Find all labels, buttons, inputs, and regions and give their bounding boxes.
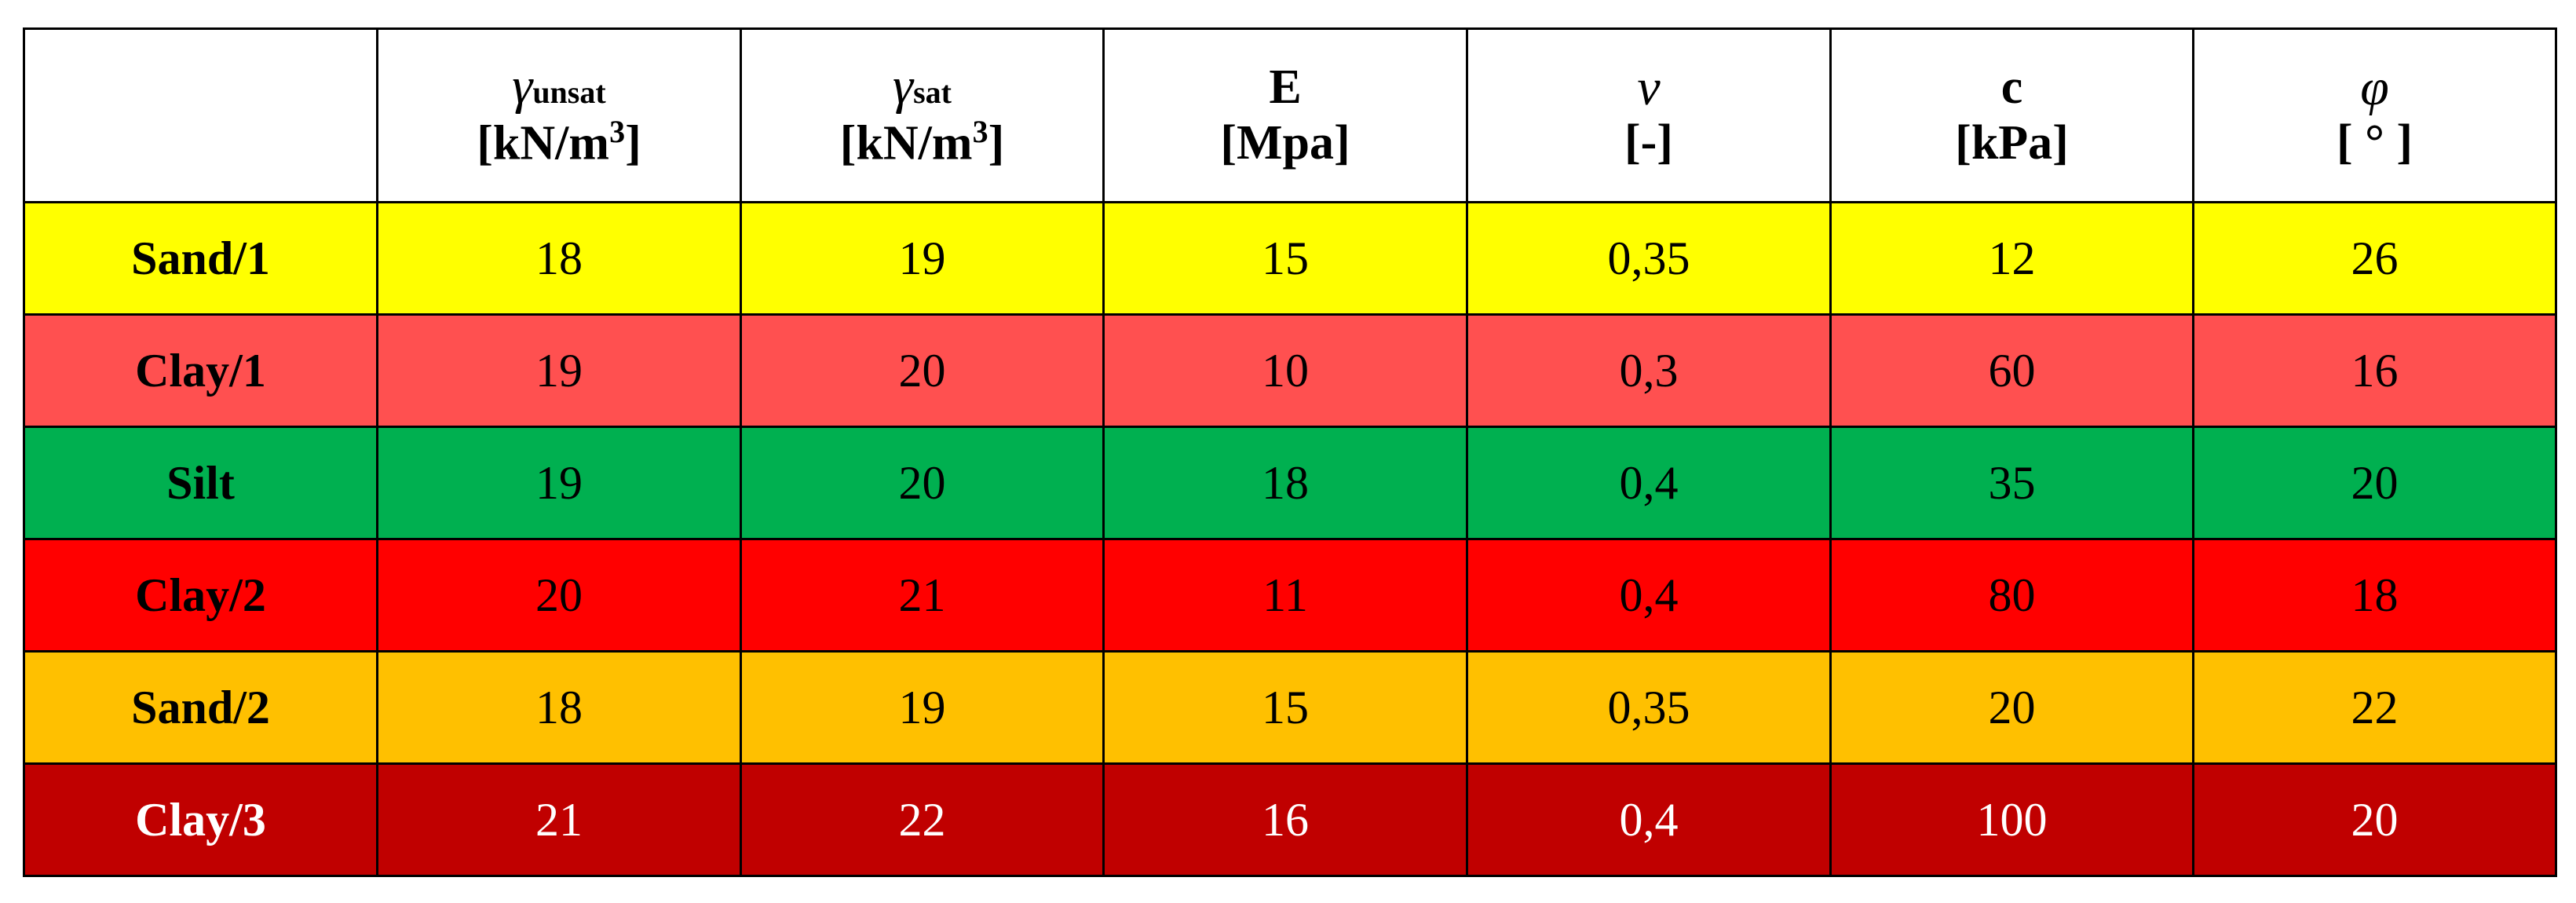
header-gamma-sat: γsat [kN/m3]: [740, 27, 1105, 203]
poisson-symbol: ν: [1637, 58, 1661, 116]
table-row: Clay/2 20 21 11 0,4 80 18: [23, 538, 2557, 653]
value-cell: 18: [376, 201, 742, 316]
poisson-unit: [-]: [1624, 115, 1673, 169]
header-poisson: ν [-]: [1466, 27, 1832, 203]
header-gamma-unsat: γunsat [kN/m3]: [376, 27, 742, 203]
value-cell: 12: [1829, 201, 2194, 316]
value-cell: 20: [740, 313, 1105, 428]
friction-angle-unit: [ ° ]: [2336, 115, 2413, 169]
cohesion-unit: [kPa]: [1955, 116, 2069, 170]
cohesion-symbol: c: [2001, 60, 2023, 114]
value-cell: 21: [740, 538, 1105, 653]
value-cell: 26: [2192, 201, 2557, 316]
table-row: Silt 19 20 18 0,4 35 20: [23, 426, 2557, 540]
value-cell: 22: [740, 762, 1105, 877]
soil-name-cell: Clay/1: [23, 313, 378, 428]
header-friction-angle: φ [ ° ]: [2192, 27, 2557, 203]
header-cohesion: c [kPa]: [1829, 27, 2194, 203]
value-cell: 15: [1102, 201, 1468, 316]
soil-name-cell: Sand/2: [23, 650, 378, 765]
value-cell: 18: [376, 650, 742, 765]
soil-parameters-table: γunsat [kN/m3] γsat [kN/m3] E [Mpa] ν [-…: [23, 27, 2557, 877]
soil-name-cell: Clay/3: [23, 762, 378, 877]
gamma-unsat-symbol: γunsat: [512, 57, 606, 115]
value-cell: 20: [1829, 650, 2194, 765]
value-cell: 19: [740, 650, 1105, 765]
gamma-sat-unit: [kN/m3]: [839, 113, 1005, 170]
value-cell: 0,3: [1466, 313, 1832, 428]
table-row: Clay/1 19 20 10 0,3 60 16: [23, 313, 2557, 428]
table-body: Sand/1 18 19 15 0,35 12 26 Clay/1 19 20 10 0,3 60 16 S…: [23, 201, 2557, 877]
value-cell: 16: [2192, 313, 2557, 428]
value-cell: 20: [2192, 762, 2557, 877]
value-cell: 60: [1829, 313, 2194, 428]
value-cell: 22: [2192, 650, 2557, 765]
value-cell: 0,4: [1466, 538, 1832, 653]
friction-angle-symbol: φ: [2360, 58, 2389, 116]
value-cell: 20: [376, 538, 742, 653]
e-modulus-symbol: E: [1269, 60, 1302, 114]
gamma-sat-symbol: γsat: [893, 57, 952, 115]
value-cell: 16: [1102, 762, 1468, 877]
value-cell: 20: [2192, 426, 2557, 540]
value-cell: 10: [1102, 313, 1468, 428]
soil-name-cell: Clay/2: [23, 538, 378, 653]
soil-name-cell: Silt: [23, 426, 378, 540]
value-cell: 80: [1829, 538, 2194, 653]
value-cell: 35: [1829, 426, 2194, 540]
e-modulus-unit: [Mpa]: [1220, 116, 1350, 170]
table-row: Sand/1 18 19 15 0,35 12 26: [23, 201, 2557, 316]
value-cell: 19: [740, 201, 1105, 316]
value-cell: 0,35: [1466, 650, 1832, 765]
value-cell: 0,4: [1466, 426, 1832, 540]
value-cell: 0,35: [1466, 201, 1832, 316]
header-row: γunsat [kN/m3] γsat [kN/m3] E [Mpa] ν [-…: [23, 27, 2557, 203]
gamma-unsat-unit: [kN/m3]: [477, 113, 641, 170]
value-cell: 19: [376, 313, 742, 428]
value-cell: 18: [2192, 538, 2557, 653]
soil-name-cell: Sand/1: [23, 201, 378, 316]
value-cell: 19: [376, 426, 742, 540]
value-cell: 18: [1102, 426, 1468, 540]
value-cell: 0,4: [1466, 762, 1832, 877]
table-row: Clay/3 21 22 16 0,4 100 20: [23, 762, 2557, 877]
value-cell: 11: [1102, 538, 1468, 653]
value-cell: 15: [1102, 650, 1468, 765]
table-row: Sand/2 18 19 15 0,35 20 22: [23, 650, 2557, 765]
value-cell: 21: [376, 762, 742, 877]
value-cell: 20: [740, 426, 1105, 540]
header-e-modulus: E [Mpa]: [1102, 27, 1468, 203]
value-cell: 100: [1829, 762, 2194, 877]
corner-cell: [23, 27, 378, 203]
